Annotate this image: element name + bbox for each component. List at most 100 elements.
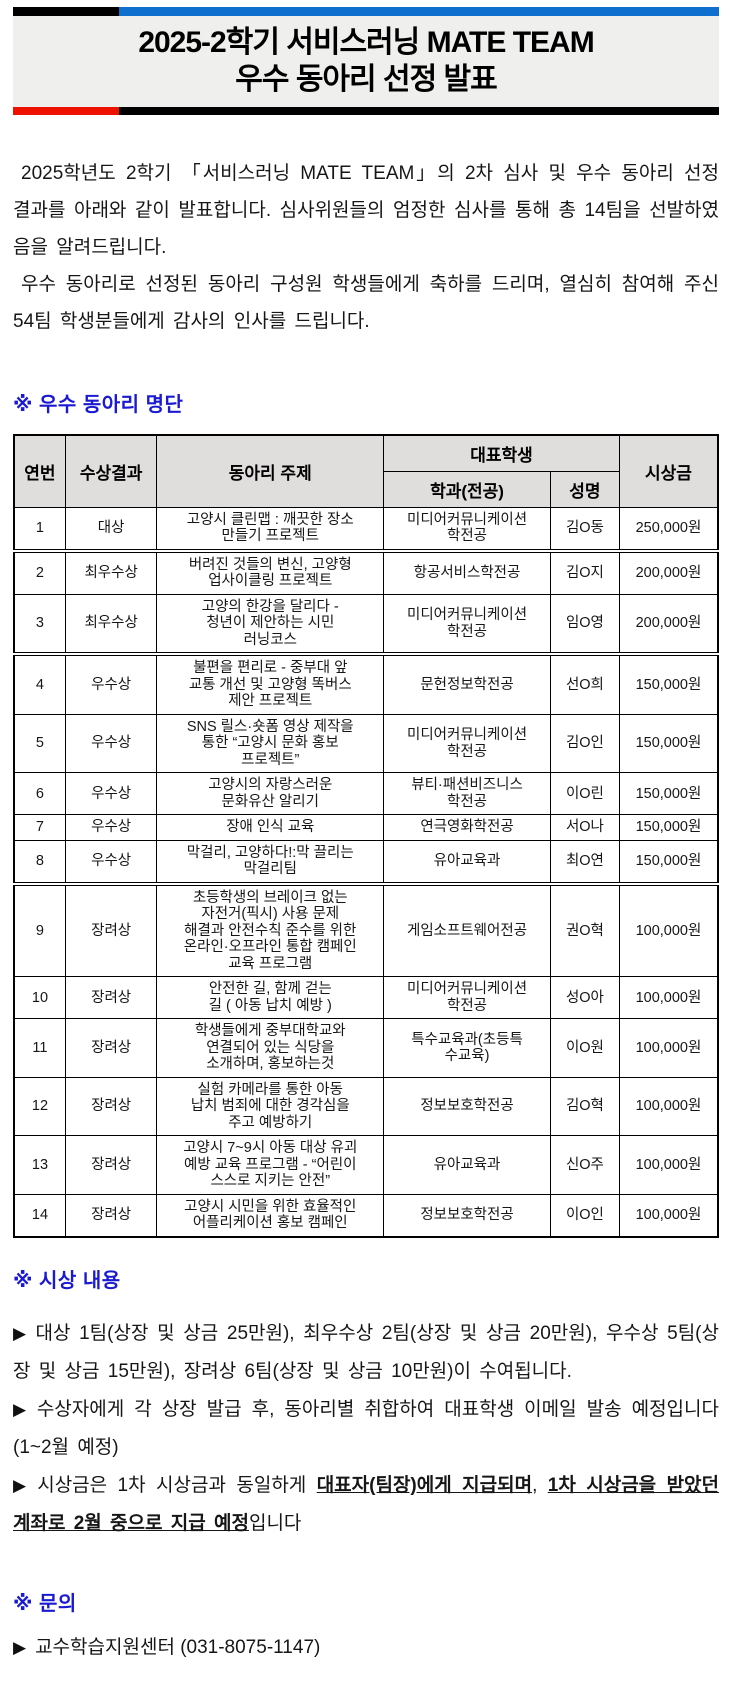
- cell-department: 뷰티·패션비즈니스 학전공: [383, 772, 551, 816]
- cell-no: 8: [13, 839, 66, 886]
- column-header-award: 수상결과: [64, 434, 158, 508]
- table-row: 13 장려상 고양시 7~9시 아동 대상 유괴 예방 교육 프로그램 - “어…: [13, 1135, 719, 1195]
- cell-topic: 학생들에게 중부대학교와 연결되어 있는 식당을 소개하며, 홍보하는것: [156, 1018, 385, 1078]
- cell-award: 우수상: [64, 653, 158, 715]
- award-note-3-underline-1: 대표자(팀장)에게 지급되며: [316, 1474, 533, 1496]
- cell-prize: 100,000원: [618, 883, 719, 978]
- column-header-department: 학과(전공): [383, 470, 551, 508]
- award-note-3-prefix: 시상금은 1차 시상금과 동일하게: [37, 1474, 317, 1496]
- cell-name: 이O린: [549, 772, 620, 816]
- cell-prize: 100,000원: [618, 1135, 719, 1195]
- cell-department: 미디어커뮤니케이션 학전공: [383, 593, 551, 657]
- cell-award: 대상: [64, 506, 158, 553]
- cell-no: 14: [13, 1193, 66, 1238]
- banner-top-blue-segment: [118, 7, 719, 16]
- contact-line: ▶ 교수학습지원센터 (031-8075-1147): [13, 1632, 719, 1659]
- award-note-1: ▶ 대상 1팀(상장 및 상금 25만원), 최우수상 2팀(상장 및 상금 20…: [13, 1315, 719, 1391]
- contact-line-text: 교수학습지원센터 (031-8075-1147): [35, 1637, 321, 1659]
- cell-no: 2: [13, 550, 66, 595]
- table-row: 1 대상 고양시 클린맵 : 깨끗한 장소 만들기 프로젝트 미디어커뮤니케이션…: [13, 506, 719, 553]
- cell-award: 장려상: [64, 1076, 158, 1137]
- cell-award: 장려상: [64, 976, 158, 1020]
- award-note-2: ▶ 수상자에게 각 상장 발급 후, 동아리별 취합하여 대표학생 이메일 발송 …: [13, 1391, 719, 1467]
- table-row: 5 우수상 SNS 릴스·숏폼 영상 제작을 통한 “고양시 문화 홍보 프로젝…: [13, 713, 719, 774]
- awards-notes: ▶ 대상 1팀(상장 및 상금 25만원), 최우수상 2팀(상장 및 상금 20…: [13, 1315, 719, 1543]
- triangle-bullet-icon: ▶: [13, 1475, 29, 1495]
- banner-top-black-segment: [13, 7, 119, 16]
- cell-department: 특수교육과(초등특 수교육): [383, 1018, 551, 1078]
- cell-department: 유아교육과: [383, 839, 551, 886]
- cell-prize: 200,000원: [618, 550, 719, 595]
- page-title: 2025-2학기 서비스러닝 MATE TEAM 우수 동아리 선정 발표: [13, 16, 719, 107]
- cell-topic: 안전한 길, 함께 걷는 길 ( 아동 납치 예방 ): [156, 976, 385, 1020]
- column-header-topic: 동아리 주제: [156, 434, 385, 508]
- cell-no: 13: [13, 1135, 66, 1195]
- cell-no: 4: [13, 653, 66, 715]
- cell-no: 10: [13, 976, 66, 1020]
- banner-bottom-bar: [13, 107, 719, 115]
- cell-no: 12: [13, 1076, 66, 1137]
- roster-section-title: ※ 우수 동아리 명단: [13, 394, 184, 417]
- cell-prize: 100,000원: [618, 1018, 719, 1078]
- cell-department: 문헌정보학전공: [383, 653, 551, 715]
- cell-topic: 실험 카메라를 통한 아동 납치 범죄에 대한 경각심을 주고 예방하기: [156, 1076, 385, 1137]
- column-header-prize: 시상금: [618, 434, 719, 508]
- table-row: 12 장려상 실험 카메라를 통한 아동 납치 범죄에 대한 경각심을 주고 예…: [13, 1076, 719, 1137]
- winners-table: 연번 수상결과 동아리 주제 대표학생 시상금 학과(전공) 성명 1 대상 고…: [13, 433, 719, 1238]
- cell-topic: 막걸리, 고양하다!:막 끌리는 막걸리팀: [156, 839, 385, 886]
- intro-section: 2025학년도 2학기 「서비스러닝 MATE TEAM」의 2차 심사 및 우…: [13, 155, 719, 340]
- cell-topic: 고양시 시민을 위한 효율적인 어플리케이션 홍보 캠페인: [156, 1193, 385, 1238]
- winners-table-header: 연번 수상결과 동아리 주제 대표학생 시상금 학과(전공) 성명: [13, 434, 719, 508]
- award-note-1-text: 대상 1팀(상장 및 상금 25만원), 최우수상 2팀(상장 및 상금 20만…: [13, 1322, 719, 1382]
- cell-topic: 고양의 한강을 달리다 - 청년이 제안하는 시민 러닝코스: [156, 593, 385, 657]
- cell-prize: 100,000원: [618, 1193, 719, 1238]
- cell-name: 서O나: [549, 814, 620, 841]
- cell-name: 최O연: [549, 839, 620, 886]
- cell-department: 미디어커뮤니케이션 학전공: [383, 713, 551, 774]
- intro-paragraph-2: 우수 동아리로 선정된 동아리 구성원 학생들에게 축하를 드리며, 열심히 참…: [13, 274, 719, 333]
- cell-prize: 150,000원: [618, 713, 719, 774]
- table-row: 7 우수상 장애 인식 교육 연극영화학전공 서O나 150,000원: [13, 814, 719, 841]
- cell-prize: 150,000원: [618, 839, 719, 886]
- banner-top-bar: [13, 7, 719, 16]
- column-header-name: 성명: [549, 470, 620, 508]
- cell-topic: SNS 릴스·숏폼 영상 제작을 통한 “고양시 문화 홍보 프로젝트”: [156, 713, 385, 774]
- cell-department: 정보보호학전공: [383, 1193, 551, 1238]
- banner-bottom-red-segment: [13, 107, 119, 115]
- cell-name: 이O인: [549, 1193, 620, 1238]
- cell-no: 9: [13, 883, 66, 978]
- cell-prize: 200,000원: [618, 593, 719, 657]
- cell-department: 항공서비스학전공: [383, 550, 551, 595]
- intro-paragraph-1: 2025학년도 2학기 「서비스러닝 MATE TEAM」의 2차 심사 및 우…: [13, 163, 719, 259]
- triangle-bullet-icon: ▶: [13, 1399, 28, 1419]
- cell-name: 신O주: [549, 1135, 620, 1195]
- cell-name: 김O혁: [549, 1076, 620, 1137]
- page-title-line-2: 우수 동아리 선정 발표: [235, 63, 497, 96]
- cell-department: 연극영화학전공: [383, 814, 551, 841]
- cell-prize: 100,000원: [618, 1076, 719, 1137]
- cell-prize: 100,000원: [618, 976, 719, 1020]
- cell-topic: 고양시 7~9시 아동 대상 유괴 예방 교육 프로그램 - “어린이 스스로 …: [156, 1135, 385, 1195]
- cell-name: 성O아: [549, 976, 620, 1020]
- contact-section-title: ※ 문의: [13, 1592, 77, 1615]
- cell-no: 5: [13, 713, 66, 774]
- cell-name: 선O희: [549, 653, 620, 715]
- cell-prize: 150,000원: [618, 653, 719, 715]
- cell-award: 장려상: [64, 1018, 158, 1078]
- cell-department: 미디어커뮤니케이션 학전공: [383, 976, 551, 1020]
- triangle-bullet-icon: ▶: [13, 1323, 27, 1343]
- cell-award: 최우수상: [64, 550, 158, 595]
- cell-no: 11: [13, 1018, 66, 1078]
- cell-name: 김O동: [549, 506, 620, 553]
- cell-topic: 고양시의 자랑스러운 문화유산 알리기: [156, 772, 385, 816]
- table-row: 6 우수상 고양시의 자랑스러운 문화유산 알리기 뷰티·패션비즈니스 학전공 …: [13, 772, 719, 816]
- cell-prize: 150,000원: [618, 772, 719, 816]
- cell-prize: 150,000원: [618, 814, 719, 841]
- table-row: 11 장려상 학생들에게 중부대학교와 연결되어 있는 식당을 소개하며, 홍보…: [13, 1018, 719, 1078]
- cell-name: 이O원: [549, 1018, 620, 1078]
- cell-no: 1: [13, 506, 66, 553]
- cell-award: 장려상: [64, 1193, 158, 1238]
- award-note-3-mid: ,: [532, 1474, 548, 1496]
- page-title-line-1: 2025-2학기 서비스러닝 MATE TEAM: [138, 26, 594, 59]
